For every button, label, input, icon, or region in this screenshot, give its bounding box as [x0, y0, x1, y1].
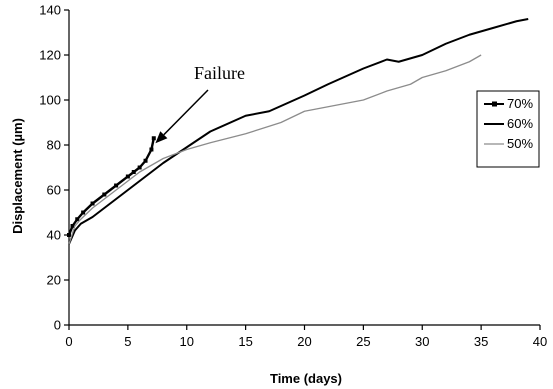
axes-layer: 0 20 40 60 80 100 120 140 0 5 10 15 20 25 30 35 40	[39, 3, 547, 350]
series-layer	[67, 18, 529, 245]
y-tick-label: 60	[47, 183, 61, 198]
series-70-group	[67, 136, 156, 237]
x-tick-label: 5	[124, 334, 131, 349]
legend: 70% 60% 50%	[476, 90, 540, 168]
y-tick-label: 0	[54, 318, 61, 333]
series-70-point	[102, 192, 107, 197]
series-70-point	[125, 174, 130, 179]
legend-item-50: 50%	[484, 136, 533, 151]
series-70-point	[143, 158, 148, 163]
x-tick-label: 40	[533, 334, 547, 349]
x-tick-label: 35	[474, 334, 488, 349]
series-70-point	[137, 165, 142, 170]
legend-marker-70	[492, 101, 497, 107]
failure-arrow-head-icon	[155, 131, 168, 144]
legend-label-60: 60%	[507, 116, 533, 131]
x-tick-label: 15	[238, 334, 252, 349]
x-tick-label: 25	[356, 334, 370, 349]
series-70-point	[75, 217, 80, 222]
x-tick-label: 20	[297, 334, 311, 349]
x-tick-label: 10	[180, 334, 194, 349]
series-70-point	[151, 136, 156, 141]
series-70-line	[67, 138, 155, 236]
failure-arrow-line	[163, 89, 209, 136]
series-70-point	[70, 224, 75, 228]
series-70-point	[131, 170, 136, 174]
series-60-line	[68, 18, 529, 245]
y-tick-label: 20	[47, 273, 61, 288]
series-50-group	[68, 54, 482, 245]
x-axis-title: Time (days)	[270, 371, 342, 386]
y-tick-label: 40	[47, 228, 61, 243]
y-tick-label: 140	[39, 3, 61, 18]
legend-label-50: 50%	[507, 136, 533, 151]
y-ticks: 0 20 40 60 80 100 120 140	[39, 3, 69, 333]
y-tick-label: 80	[47, 138, 61, 153]
series-70-point	[90, 201, 95, 206]
legend-label-70: 70%	[507, 96, 533, 111]
legend-item-70: 70%	[484, 96, 533, 111]
series-70-point	[81, 210, 86, 215]
x-tick-label: 0	[65, 334, 72, 349]
y-tick-label: 100	[39, 93, 61, 108]
series-50-line	[68, 54, 482, 245]
series-70-point	[114, 183, 119, 188]
legend-item-60: 60%	[484, 116, 533, 131]
series-70-point	[67, 233, 71, 237]
x-ticks: 0 5 10 15 20 25 30 35 40	[65, 325, 547, 349]
y-axis-title: Displacement (µm)	[10, 118, 25, 234]
failure-annotation: Failure	[155, 63, 245, 144]
y-tick-label: 120	[39, 48, 61, 63]
x-tick-label: 30	[415, 334, 429, 349]
series-70-point	[149, 147, 154, 152]
series-60-group	[68, 18, 529, 245]
legend-items: 70% 60% 50%	[484, 96, 533, 151]
failure-annotation-text: Failure	[194, 63, 245, 83]
